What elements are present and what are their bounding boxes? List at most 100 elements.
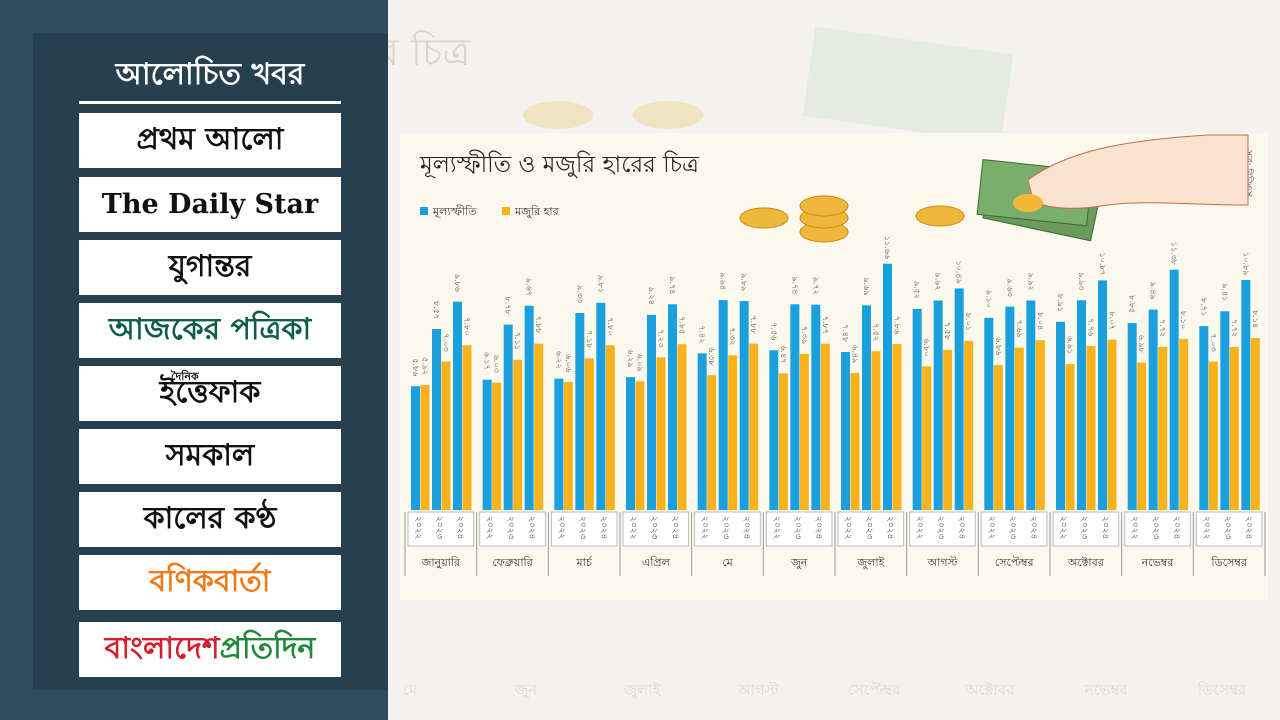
value-label: ৬.২২ bbox=[554, 351, 563, 369]
year-box bbox=[407, 511, 475, 547]
value-label: ৮.১৪ bbox=[1251, 310, 1260, 328]
value-label: ৮.০১ bbox=[964, 313, 973, 331]
bar bbox=[707, 375, 717, 510]
news-logo[interactable]: বণিকবার্তা bbox=[79, 555, 341, 610]
value-label: ৯.৮৬ bbox=[453, 274, 462, 292]
legend-label: মূল্যস্ফীতি bbox=[432, 205, 477, 218]
value-label: ৫.৯২ bbox=[421, 357, 430, 375]
news-logo[interactable]: দৈনিক ইত্তেফাক bbox=[79, 366, 341, 421]
bar bbox=[739, 301, 749, 510]
bar bbox=[482, 379, 492, 510]
value-label: ৯.৫২ bbox=[913, 281, 922, 299]
bar bbox=[799, 353, 809, 510]
bar bbox=[492, 382, 502, 510]
bar bbox=[584, 358, 594, 510]
bar bbox=[1220, 311, 1230, 510]
bar bbox=[1179, 338, 1189, 510]
coin bbox=[1013, 194, 1043, 212]
group-label: ২০২২ bbox=[1201, 516, 1211, 540]
value-label: ৫.৮৬ bbox=[411, 358, 420, 376]
bar bbox=[769, 350, 779, 510]
bar bbox=[1250, 338, 1260, 510]
value-label: ৭.৮৬ bbox=[893, 316, 902, 334]
value-label: ৯.২৪ bbox=[647, 287, 656, 305]
bar bbox=[524, 305, 534, 510]
value-label: ৯.৭২ bbox=[811, 277, 820, 295]
bar bbox=[1148, 309, 1158, 510]
bar bbox=[677, 344, 687, 510]
bar bbox=[984, 317, 994, 510]
bar bbox=[1065, 364, 1075, 510]
bar bbox=[596, 302, 606, 510]
value-label: ৯.৩৩ bbox=[575, 285, 584, 303]
group-label: ২০২২ bbox=[986, 516, 996, 540]
group-label: ২০২৩ bbox=[1007, 516, 1017, 540]
x-tick-label: সেপ্টেম্বর bbox=[995, 556, 1035, 569]
group-label: ২০২৪ bbox=[1172, 516, 1182, 539]
bar bbox=[1229, 346, 1239, 510]
bar bbox=[697, 353, 707, 510]
logo-text: কালের কণ্ঠ bbox=[143, 501, 277, 536]
value-label: ৭.৩২ bbox=[728, 327, 737, 345]
value-label: ৭.২৩ bbox=[657, 329, 666, 347]
logo-text: The Daily Star bbox=[101, 189, 319, 220]
year-box bbox=[479, 511, 546, 547]
logo-text: আজকের পত্রিকা bbox=[108, 312, 312, 347]
value-label: ৬.৪৯ bbox=[851, 345, 860, 363]
backdrop-label: মে bbox=[403, 681, 418, 699]
value-label: ৬.৩৮ bbox=[707, 347, 716, 366]
bar bbox=[656, 357, 666, 510]
group-label: ২০২২ bbox=[843, 516, 853, 540]
backdrop-label: আগস্ট bbox=[737, 681, 779, 699]
value-label: ৯.৮১ bbox=[596, 275, 605, 293]
bar bbox=[647, 314, 656, 510]
value-label: ৭.৮০ bbox=[606, 317, 615, 335]
year-box bbox=[550, 511, 618, 547]
backdrop-label: অক্টোবর bbox=[964, 681, 1015, 699]
value-label: ৯.৬৭ bbox=[525, 278, 534, 296]
bar bbox=[1014, 347, 1024, 510]
group-label: ২০২৩ bbox=[1079, 516, 1089, 540]
value-label: ৭.০৩ bbox=[1209, 334, 1218, 352]
bar bbox=[1169, 269, 1179, 510]
value-label: ৬.০৯ bbox=[636, 353, 645, 371]
news-logo[interactable]: যুগান্তর bbox=[79, 240, 341, 295]
news-logo[interactable]: আজকের পত্রিকা bbox=[79, 303, 341, 358]
value-label: ৭.৪৮ bbox=[841, 324, 850, 343]
group-label: ২০২৩ bbox=[434, 516, 444, 540]
value-label: ৮.০৭ bbox=[1108, 312, 1117, 330]
value-label: ৬.৯৮ bbox=[1137, 335, 1146, 354]
bar bbox=[718, 300, 728, 510]
legend-swatch bbox=[420, 207, 428, 215]
x-tick-label: ফেব্রুয়ারি bbox=[492, 556, 533, 569]
backdrop-label: ডিসেম্বর bbox=[1197, 681, 1247, 699]
value-label: ৭.১৮ bbox=[585, 330, 594, 349]
news-logo[interactable]: বাংলাদেশ প্রতিদিন bbox=[79, 622, 341, 677]
news-logo[interactable]: The Daily Star bbox=[79, 177, 341, 232]
x-tick-label: আগস্ট bbox=[926, 556, 958, 569]
value-label: ৬.৮৬ bbox=[994, 337, 1003, 355]
group-label: ২০২৩ bbox=[864, 516, 874, 540]
bar bbox=[1098, 280, 1107, 510]
logo-text: যুগান্তর bbox=[168, 249, 252, 284]
bar bbox=[432, 329, 441, 510]
bar bbox=[954, 288, 964, 510]
value-label: ৭.৭২ bbox=[1158, 319, 1167, 337]
bar bbox=[892, 343, 902, 510]
news-logo[interactable]: কালের কণ্ঠ bbox=[79, 492, 341, 547]
x-tick-label: নভেম্বর bbox=[1141, 556, 1175, 569]
bar bbox=[668, 304, 677, 510]
value-label: ৭.৮৭ bbox=[821, 316, 830, 334]
year-box bbox=[1052, 511, 1120, 547]
backdrop-label: সেপ্টেম্বর bbox=[848, 681, 902, 699]
group-label: ২০২৩ bbox=[1222, 516, 1232, 540]
value-label: ৭.০৩ bbox=[442, 334, 451, 352]
coin bbox=[915, 205, 965, 227]
news-logo[interactable]: সমকাল bbox=[79, 429, 341, 484]
news-logo[interactable]: প্রথম আলো bbox=[79, 113, 341, 168]
value-label: ৭.৬৯ bbox=[1015, 320, 1024, 338]
value-label: ৮.৭৮ bbox=[504, 297, 513, 316]
year-box bbox=[694, 511, 761, 547]
bar bbox=[626, 377, 635, 510]
x-tick-label: অক্টোবর bbox=[1067, 556, 1105, 569]
